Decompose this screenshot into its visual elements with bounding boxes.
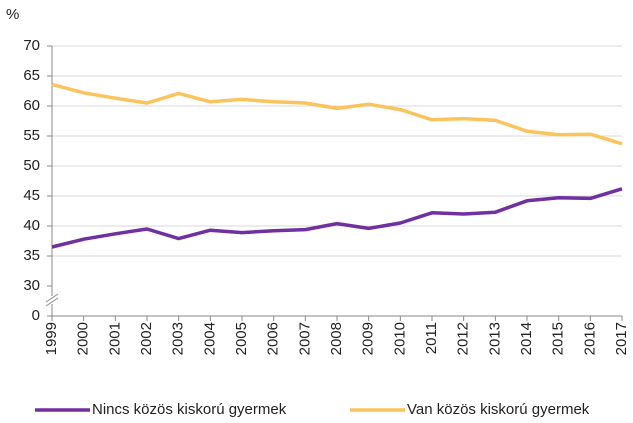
x-tick-label: 2016 <box>581 322 598 355</box>
x-tick-label: 2012 <box>455 322 472 355</box>
y-tick-label: 55 <box>23 127 40 144</box>
axis-break <box>45 297 59 307</box>
x-tick-label: 2002 <box>138 322 155 355</box>
x-tick-label: 2015 <box>550 322 567 355</box>
x-tick-label: 2007 <box>296 322 313 355</box>
x-tick-label: 2001 <box>106 322 123 355</box>
y-tick-label: 45 <box>23 187 40 204</box>
x-tick-label: 2004 <box>201 322 218 355</box>
legend-label: Nincs közös kiskorú gyermek <box>92 401 287 418</box>
x-tick-label: 2006 <box>265 322 282 355</box>
y-tick-label: 35 <box>23 247 40 264</box>
x-tick-label: 2013 <box>486 322 503 355</box>
axis-break-gap <box>46 296 58 304</box>
x-tick-label: 2011 <box>423 322 440 354</box>
x-tick-label: 2010 <box>391 322 408 355</box>
y-unit: % <box>6 6 19 23</box>
y-tick-label: 50 <box>23 157 40 174</box>
y-tick-label: 0 <box>32 307 40 324</box>
x-tick-label: 2005 <box>233 322 250 355</box>
x-tick-label: 2014 <box>518 322 535 355</box>
legend-label: Van közös kiskorú gyermek <box>407 401 590 418</box>
x-tick-label: 2008 <box>328 322 345 355</box>
x-tick-label: 1999 <box>43 322 60 355</box>
y-tick-label: 70 <box>23 37 40 54</box>
line-series <box>51 82 623 146</box>
x-tick-label: 2003 <box>170 322 187 355</box>
y-tick-label: 65 <box>23 67 40 84</box>
x-tick-label: 2000 <box>75 322 92 355</box>
line-series <box>51 187 623 249</box>
y-tick-label: 60 <box>23 97 40 114</box>
axis-break <box>45 293 59 303</box>
y-tick-label: 30 <box>23 277 40 294</box>
x-tick-label: 2009 <box>360 322 377 355</box>
x-tick-label: 2017 <box>613 322 630 355</box>
y-tick-label: 40 <box>23 217 40 234</box>
